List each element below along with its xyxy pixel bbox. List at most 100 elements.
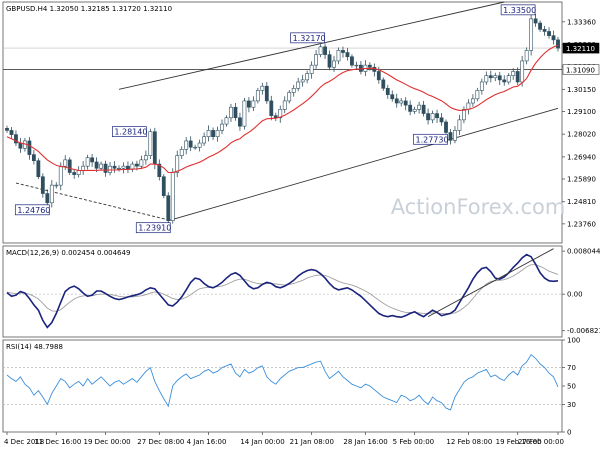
candle-body	[394, 98, 399, 104]
candle-body	[108, 165, 112, 173]
x-tick-label: 19 Feb 16:00	[496, 438, 542, 446]
candle-body	[421, 104, 426, 114]
candle-body	[282, 100, 287, 110]
rsi-y-tick-label: 50	[567, 383, 576, 391]
candle-body	[45, 193, 50, 204]
candle-body	[381, 79, 386, 89]
candle-body	[470, 98, 475, 104]
candle-body	[224, 117, 229, 125]
candle-body	[327, 54, 332, 68]
candle-body	[502, 79, 507, 83]
candle-body	[403, 100, 408, 106]
candle-body	[193, 146, 198, 149]
candle-body	[27, 140, 32, 155]
candle-body	[139, 159, 144, 167]
x-tick-label: 12 Feb 08:00	[446, 438, 492, 446]
candle-body	[220, 123, 224, 131]
rsi-panel-title: RSI(14) 48.7988	[6, 343, 63, 351]
candle-body	[354, 64, 359, 67]
macd-panel-title: MACD(12,26,9) 0.002454 0.004649	[6, 249, 130, 257]
candle-body	[184, 140, 189, 150]
candle-body	[103, 163, 108, 173]
candle-body	[90, 157, 95, 163]
price-y-tick-label: 1.28020	[567, 131, 596, 139]
candle-body	[14, 134, 18, 144]
candle-body	[255, 90, 260, 102]
candle-body	[430, 113, 435, 121]
candle-body	[63, 159, 68, 167]
x-tick-label: 4 Jan 16:00	[187, 438, 227, 446]
candle-body	[323, 46, 327, 55]
candle-body	[242, 100, 247, 127]
candle-body	[332, 60, 336, 68]
candle-body	[81, 165, 86, 171]
callout-box	[14, 204, 50, 216]
candle-body	[336, 50, 341, 62]
x-tick-label: 5 Feb 00:00	[393, 438, 434, 446]
candle-body	[309, 64, 314, 74]
callout-box	[135, 222, 171, 234]
candle-body	[296, 81, 301, 89]
candle-body	[538, 22, 542, 30]
candle-body	[462, 109, 466, 121]
candle-body	[529, 18, 534, 51]
price-y-tick-label: 1.23760	[567, 220, 596, 228]
price-trendline-0	[118, 1, 505, 90]
candle-body	[341, 50, 345, 53]
candle-body	[399, 100, 404, 104]
candle-body	[152, 131, 157, 165]
candle-body	[345, 52, 350, 58]
candle-body	[300, 79, 305, 83]
candle-body	[238, 117, 242, 127]
candle-body	[488, 75, 493, 79]
candle-body	[390, 94, 395, 100]
candle-body	[76, 170, 81, 175]
callout-label: 1.23910	[138, 224, 171, 233]
candle-body	[287, 92, 292, 102]
callout-label: 1.28140	[114, 128, 147, 137]
price-level-tag	[562, 64, 600, 75]
candle-body	[506, 75, 511, 83]
candle-body	[40, 176, 45, 194]
price-level-label: 1.31090	[566, 67, 595, 75]
candle-body	[264, 85, 269, 102]
candle-body	[484, 75, 489, 83]
x-tick-label: 21 Jan 08:00	[290, 438, 334, 446]
candle-body	[533, 18, 538, 24]
marks-layer	[3, 1, 562, 411]
candle-body	[18, 142, 23, 149]
candle-body	[31, 154, 36, 162]
candle-body	[493, 75, 498, 79]
candle-body	[542, 29, 547, 32]
candle-body	[143, 155, 148, 161]
candle-body	[511, 71, 516, 76]
candle-body	[94, 161, 99, 169]
rsi-line	[6, 354, 559, 411]
candle-body	[157, 163, 162, 177]
candle-body	[206, 130, 211, 138]
candle-body	[197, 142, 202, 148]
watermark-text: ActionForex.com	[391, 195, 566, 219]
candle-body	[233, 106, 238, 119]
candle-body	[475, 90, 480, 100]
candle-body	[291, 87, 296, 93]
candle-body	[376, 71, 381, 81]
candle-body	[466, 102, 471, 110]
price-y-tick-label: 1.24810	[567, 198, 596, 206]
candle-body	[556, 39, 560, 49]
candle-body	[515, 71, 520, 83]
moving-average-line	[6, 44, 559, 174]
rsi-y-tick-label: 30	[567, 401, 576, 409]
candle-body	[412, 109, 417, 112]
candle-body	[305, 73, 310, 81]
price-y-tick-label: 1.26940	[567, 153, 596, 161]
callout-box	[413, 133, 448, 145]
candle-body	[229, 106, 233, 119]
price-trendline-1	[168, 107, 559, 222]
candle-body	[426, 113, 430, 121]
candle-body	[479, 81, 484, 91]
candle-body	[202, 136, 207, 144]
